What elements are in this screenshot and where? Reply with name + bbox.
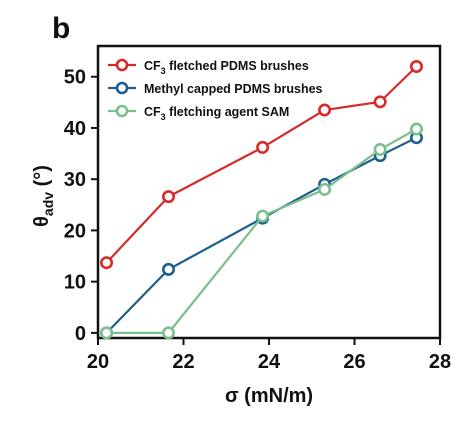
legend-marker: [115, 104, 129, 118]
x-tick-label: 22: [172, 351, 194, 373]
data-point: [100, 326, 114, 340]
series-line: [106, 128, 418, 334]
data-point: [100, 256, 114, 270]
y-tick-label: 20: [64, 220, 86, 242]
legend-label-suffix: fletching agent SAM: [166, 105, 290, 119]
y-tick-label: 40: [64, 118, 86, 140]
series-2: [100, 122, 423, 340]
series-layer: [100, 59, 423, 340]
legend-label: CF3 fletching agent SAM: [144, 105, 289, 122]
legend-label-sub: 3: [161, 112, 166, 122]
legend-item: CF3 fletched PDMS brushes: [108, 58, 309, 76]
y-axis-label-unit: (°): [31, 165, 53, 192]
legend-label-sub: 3: [161, 66, 166, 76]
x-tick-label: 24: [258, 351, 281, 373]
axis-ticks: 20 22 24 26 28 0 10 20 30 40 50: [64, 67, 451, 373]
legend-marker: [115, 58, 129, 72]
legend-label-prefix: CF: [144, 59, 161, 73]
y-tick-label: 30: [64, 169, 86, 191]
series-line: [105, 136, 417, 334]
y-tick-label: 10: [64, 272, 86, 294]
data-point: [409, 59, 423, 73]
legend-label-prefix: Methyl capped PDMS brushes: [144, 82, 323, 96]
legend-item: Methyl capped PDMS brushes: [108, 81, 323, 96]
data-point: [318, 182, 332, 196]
series-line: [105, 65, 418, 264]
legend-label: Methyl capped PDMS brushes: [144, 82, 323, 96]
x-axis-label: σ (mN/m): [225, 385, 313, 407]
data-point: [162, 190, 176, 204]
y-axis-label-main: θ: [31, 216, 53, 227]
y-tick-label: 0: [75, 323, 86, 345]
y-axis-label: θadv (°): [31, 165, 56, 227]
data-point: [318, 103, 332, 117]
x-tick-label: 20: [87, 351, 109, 373]
legend-marker: [115, 81, 129, 95]
data-point: [256, 209, 270, 223]
legend-item: CF3 fletching agent SAM: [108, 104, 289, 122]
data-point: [162, 326, 176, 340]
data-point: [162, 262, 176, 276]
data-point: [373, 142, 387, 156]
panel-label: b: [52, 12, 70, 45]
series-0: [100, 59, 423, 270]
x-tick-label: 26: [343, 351, 365, 373]
data-point: [373, 95, 387, 109]
y-axis-label-sub: adv: [40, 192, 56, 216]
series-1: [100, 131, 423, 340]
data-point: [256, 140, 270, 154]
legend-label-suffix: fletched PDMS brushes: [166, 59, 309, 73]
x-tick-label: 28: [429, 351, 451, 373]
data-point: [409, 122, 423, 136]
y-tick-label: 50: [64, 67, 86, 89]
legend-label-prefix: CF: [144, 105, 161, 119]
legend-label: CF3 fletched PDMS brushes: [144, 59, 309, 76]
